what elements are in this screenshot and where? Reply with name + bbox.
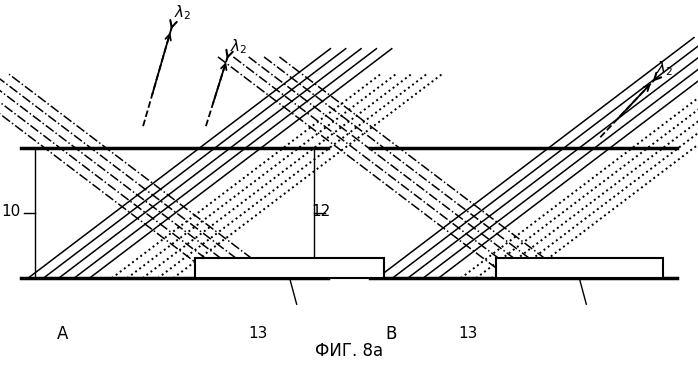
Text: 13: 13 [248, 326, 268, 341]
Text: $\lambda_2$: $\lambda_2$ [656, 59, 674, 78]
Text: ФИГ. 8a: ФИГ. 8a [315, 342, 383, 360]
Bar [496, 258, 663, 278]
Text: B: B [385, 325, 396, 343]
Bar [195, 258, 384, 278]
Text: A: A [57, 325, 68, 343]
Text: $\lambda_2$: $\lambda_2$ [230, 37, 248, 56]
Text: $\lambda_2$: $\lambda_2$ [174, 4, 192, 22]
Text: 10: 10 [1, 204, 20, 219]
Text: 12: 12 [311, 204, 331, 219]
Text: 13: 13 [458, 326, 477, 341]
